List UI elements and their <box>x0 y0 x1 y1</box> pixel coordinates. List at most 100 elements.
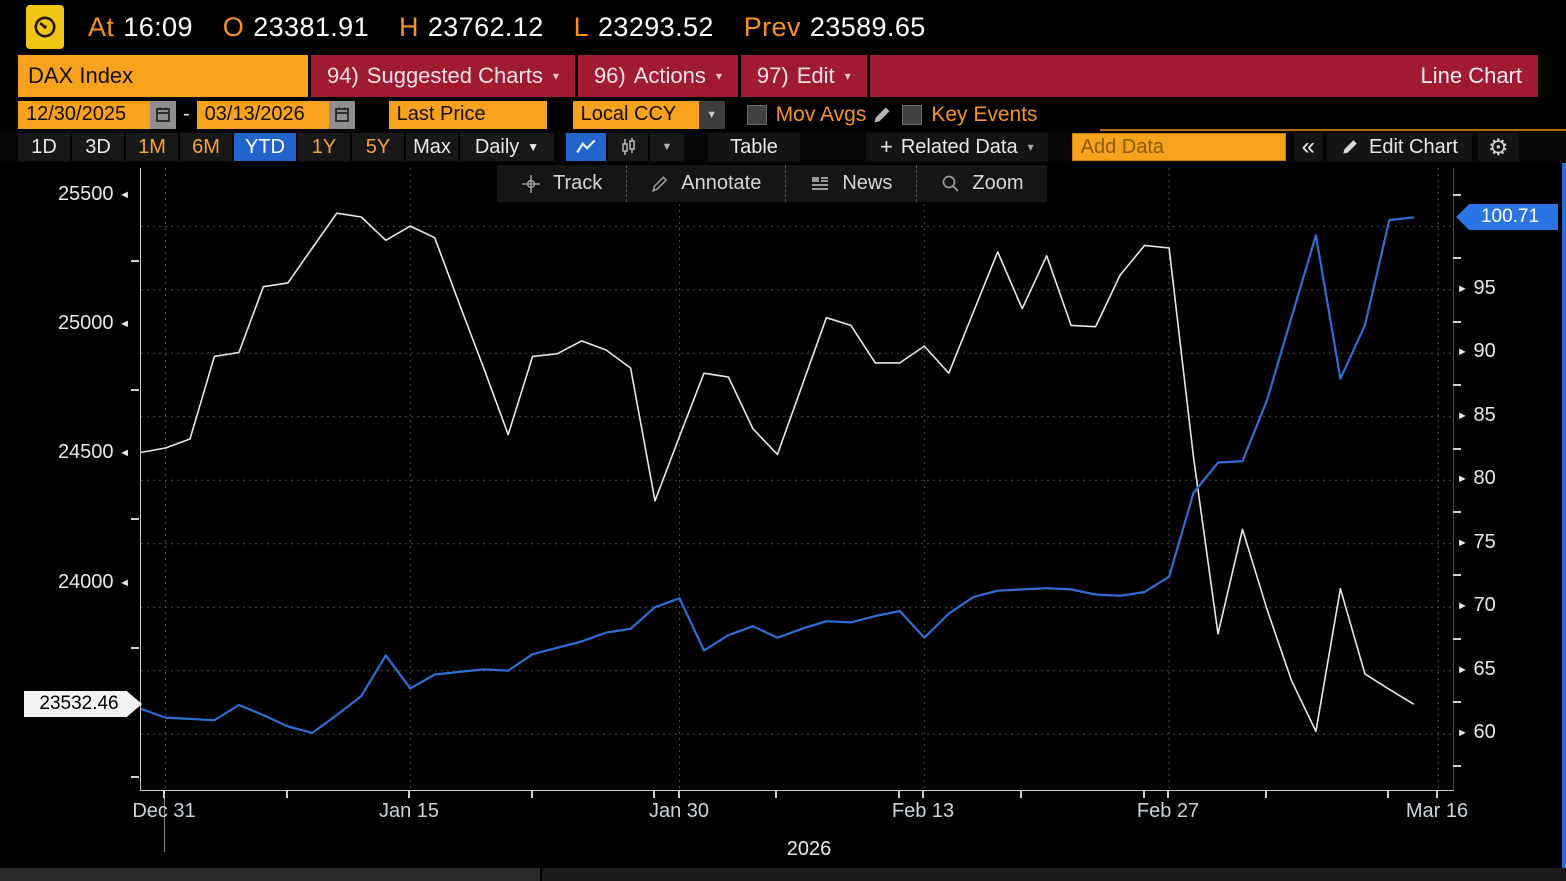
news-button[interactable]: News <box>785 165 917 202</box>
y-axis-minor-tick-right <box>1453 321 1461 323</box>
y-axis-label-right: ► 90 <box>1457 340 1496 362</box>
red-menu-bar: 94) Suggested Charts ▾ 96) Actions ▾ 97)… <box>311 55 1538 97</box>
pencil-icon[interactable] <box>872 105 892 125</box>
date-from-input[interactable]: 12/30/2025 <box>18 100 150 129</box>
annotate-pencil-icon <box>652 175 668 192</box>
y-axis-minor-tick-left <box>131 776 139 778</box>
comparison-normalized-line <box>140 216 1414 735</box>
panel-edge-highlight <box>1562 163 1566 868</box>
y-axis-minor-tick-right <box>1453 574 1461 576</box>
track-button[interactable]: Track <box>497 165 627 202</box>
x-axis-label: Feb 27 <box>1136 800 1200 822</box>
tick-arrow-icon: ► <box>1457 410 1468 422</box>
line-chart-style-button[interactable] <box>566 133 606 161</box>
at-label: At <box>88 11 115 42</box>
x-axis-tick <box>531 791 533 798</box>
y-axis-label-left: 24500 ◄ <box>57 441 130 463</box>
high-label: H <box>398 11 419 42</box>
y-axis-minor-tick-right <box>1453 384 1461 386</box>
movavgs-checkbox[interactable] <box>746 104 767 125</box>
tick-arrow-icon: ◄ <box>119 447 130 459</box>
y-axis-label-left: 25500 ◄ <box>57 183 130 205</box>
collapse-button[interactable]: « <box>1293 133 1323 161</box>
chart-style-dropdown[interactable]: ▼ <box>650 133 684 161</box>
x-axis-tick <box>163 791 165 798</box>
plot-area[interactable] <box>140 168 1454 791</box>
panel-divider <box>1100 129 1566 131</box>
edit-chart-button[interactable]: Edit Chart <box>1327 133 1472 161</box>
y-axis-label-right: ► 75 <box>1457 531 1496 553</box>
x-axis-tick <box>1436 791 1438 798</box>
annotate-button[interactable]: Annotate <box>626 165 786 202</box>
intraday-stats: At 16:09 O 23381.91 H 23762.12 L 23293.52 Pr… <box>88 12 948 43</box>
candlestick-style-button[interactable] <box>608 133 648 161</box>
open-value: 23381.91 <box>253 11 370 42</box>
y-axis-label-right: ► 95 <box>1457 277 1496 299</box>
period-button-1d[interactable]: 1D <box>18 133 70 161</box>
x-axis-label: Mar 16 <box>1405 800 1469 822</box>
period-button-1m[interactable]: 1M <box>126 133 178 161</box>
year-separator-line <box>164 796 165 852</box>
period-button-max[interactable]: Max <box>406 133 458 161</box>
plus-icon: + <box>880 134 893 159</box>
currency-dropdown-button[interactable]: ▼ <box>698 100 725 129</box>
chart-tools-toolbar: Track Annotate News <box>497 165 1048 202</box>
date-range-separator: - <box>183 103 190 125</box>
chart-region: Track Annotate News <box>0 163 1566 868</box>
y-axis-minor-tick-right <box>1453 257 1461 259</box>
gauge-app-icon[interactable] <box>26 5 64 49</box>
calendar-button[interactable] <box>150 100 176 129</box>
chevron-down-icon: ▾ <box>1027 140 1034 154</box>
y-axis-minor-tick-left <box>131 518 139 520</box>
currency-select[interactable]: Local CCY <box>572 100 699 129</box>
calendar-icon <box>156 107 170 122</box>
chart-type-label: Line Chart <box>1420 63 1522 88</box>
prev-label: Prev <box>743 11 801 42</box>
period-button-6m[interactable]: 6M <box>180 133 232 161</box>
x-axis-label: Jan 30 <box>648 800 710 822</box>
movavgs-label: Mov Avgs <box>775 102 867 126</box>
magnifier-icon <box>943 175 959 192</box>
frequency-button[interactable]: Daily ▼ <box>460 133 554 161</box>
keyevents-checkbox[interactable] <box>902 104 923 125</box>
chevron-down-icon: ▼ <box>706 108 718 121</box>
add-data-input[interactable] <box>1071 133 1286 161</box>
period-button-1y[interactable]: 1Y <box>298 133 350 161</box>
y-axis-minor-tick-left <box>131 260 139 262</box>
calendar-button[interactable] <box>328 100 355 129</box>
y-axis-minor-tick-left <box>131 647 139 649</box>
chevron-down-icon: ▾ <box>715 69 722 83</box>
gauge-icon <box>34 16 56 38</box>
low-value: 23293.52 <box>598 11 714 42</box>
y-axis-minor-tick-right <box>1453 765 1461 767</box>
zoom-button[interactable]: Zoom <box>916 165 1048 202</box>
x-axis-tick <box>1167 791 1169 798</box>
x-axis-year-label: 2026 <box>786 838 832 860</box>
titlebar: At 16:09 O 23381.91 H 23762.12 L 23293.52 Pr… <box>0 0 1566 54</box>
menu-suggested-charts[interactable]: 94) Suggested Charts ▾ <box>311 55 578 97</box>
y-axis-minor-tick-left <box>131 389 139 391</box>
x-axis-tick <box>1387 791 1389 798</box>
related-data-button[interactable]: + Related Data ▾ <box>866 133 1048 161</box>
period-button-5y[interactable]: 5Y <box>352 133 404 161</box>
news-icon <box>812 176 829 190</box>
y-axis-label-left: 25000 ◄ <box>57 312 130 334</box>
y-axis-minor-tick-right <box>1453 638 1461 640</box>
date-to-input[interactable]: 03/13/2026 <box>196 100 329 129</box>
x-axis-label: Feb 13 <box>891 800 955 822</box>
menu-edit[interactable]: 97) Edit ▾ <box>741 55 870 97</box>
period-button-3d[interactable]: 3D <box>72 133 124 161</box>
period-button-ytd[interactable]: YTD <box>234 133 296 161</box>
menu-actions[interactable]: 96) Actions ▾ <box>578 55 741 97</box>
table-button[interactable]: Table <box>708 133 800 161</box>
price-field-button[interactable]: Last Price <box>388 100 547 129</box>
x-axis-tick <box>922 791 924 798</box>
last-price-badge-left: 23532.46 <box>24 691 142 717</box>
tick-arrow-icon: ► <box>1457 473 1468 485</box>
x-axis-tick <box>408 791 410 798</box>
chevron-down-icon: ▼ <box>527 140 540 154</box>
security-field[interactable]: DAX Index <box>18 55 308 97</box>
y-axis-label-right: ► 70 <box>1457 594 1496 616</box>
settings-gear-button[interactable]: ⚙ <box>1477 133 1519 161</box>
